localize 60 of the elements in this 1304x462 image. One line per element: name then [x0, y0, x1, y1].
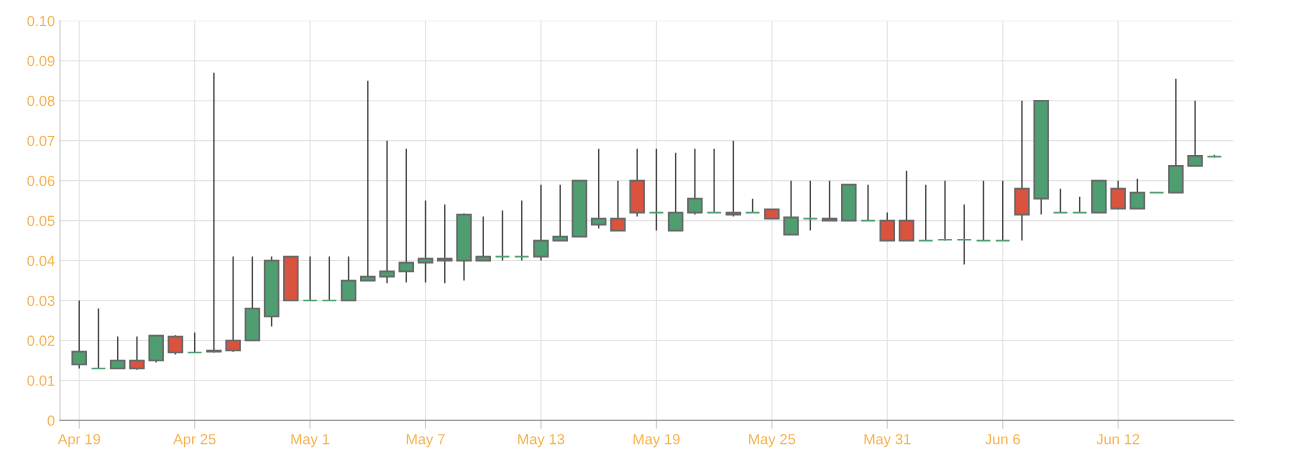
x-tick-label: May 25 — [749, 434, 796, 448]
x-tick-label: Jun 12 — [1096, 434, 1140, 445]
candlestick — [783, 179, 799, 236]
candlestick — [1129, 177, 1146, 210]
candlestick — [109, 335, 126, 370]
candlestick — [494, 209, 511, 262]
candlestick — [360, 80, 376, 282]
y-tick-label: 0.01 — [27, 375, 55, 386]
candlestick — [706, 147, 722, 214]
candlestick — [302, 255, 318, 302]
y-tick-label: 0.04 — [27, 255, 55, 266]
candlestick — [533, 183, 549, 262]
y-tick-label: 0.07 — [27, 135, 55, 147]
candlestick — [206, 72, 222, 354]
y-tick-label: 0.02 — [27, 335, 55, 346]
candlestick — [994, 179, 1011, 242]
candlestick — [552, 183, 568, 242]
candlestick — [956, 203, 972, 266]
candlestick — [398, 147, 415, 284]
candlestick — [186, 331, 203, 354]
x-tick-label: Apr 19 — [57, 434, 101, 448]
y-tick-label: 0.05 — [27, 215, 55, 227]
y-tick-label: 0 — [47, 415, 55, 426]
candlestick — [1052, 187, 1069, 214]
candlestick — [321, 255, 338, 302]
y-tick-label: 0.10 — [27, 15, 55, 27]
candlestick — [225, 255, 241, 353]
candlestick — [610, 179, 626, 232]
candlestick — [1110, 179, 1126, 210]
candlestick — [340, 255, 357, 302]
candlestick — [860, 183, 876, 222]
candlestick — [90, 307, 107, 370]
candlestick — [667, 151, 684, 232]
y-tick-label: 0.06 — [27, 175, 55, 187]
candlestick — [379, 139, 395, 285]
candlestick — [802, 179, 819, 232]
x-tick-label: May 13 — [518, 434, 565, 448]
x-tick-label: May 19 — [633, 434, 680, 448]
x-tick-label: May 1 — [291, 434, 330, 448]
candlestick — [167, 334, 184, 356]
candlestick — [71, 299, 87, 370]
x-tick-label: Jun 6 — [985, 434, 1020, 445]
x-tick-label: Apr 25 — [173, 434, 216, 448]
candlestick — [475, 215, 492, 262]
y-tick-label: 0.09 — [27, 55, 55, 67]
candlestick — [975, 179, 992, 242]
candlestick — [590, 147, 607, 230]
candlestick — [687, 147, 703, 216]
y-tick-label: 0.08 — [27, 95, 55, 107]
candlestick — [917, 183, 934, 242]
candlestick — [898, 169, 915, 242]
y-tick-label: 0.03 — [27, 295, 55, 306]
candlestick — [513, 199, 530, 262]
candlestick — [937, 179, 953, 242]
candlestick — [648, 147, 665, 232]
candlestick — [129, 335, 145, 371]
x-tick-label: May 31 — [864, 434, 911, 448]
x-tick-label: May 7 — [406, 434, 445, 448]
candlestick — [879, 211, 896, 242]
candlestick — [1187, 100, 1203, 167]
